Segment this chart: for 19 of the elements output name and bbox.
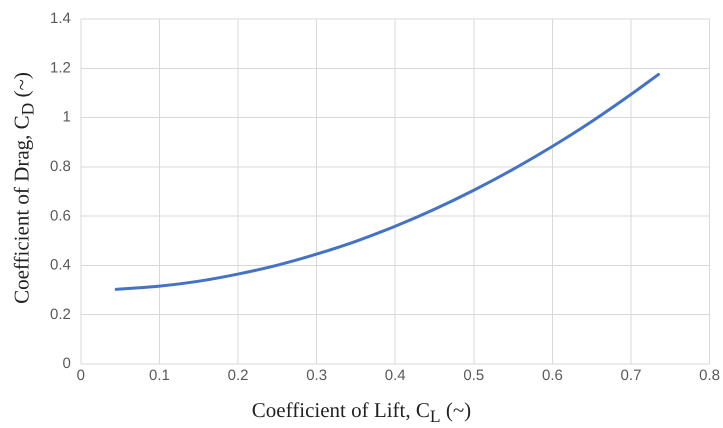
y-tick-label: 0.4 [50, 256, 71, 274]
x-tick-label: 0.4 [384, 367, 406, 384]
y-tick-label: 0.2 [50, 306, 71, 323]
x-tick-label: 0.1 [149, 367, 170, 384]
y-tick-label: 0.6 [50, 207, 71, 224]
x-tick-label: 0.6 [542, 367, 563, 384]
x-tick-label: 0.7 [620, 367, 642, 384]
x-tick-label: 0 [76, 367, 86, 384]
line-series [114, 72, 660, 291]
y-tick-label: 1 [62, 108, 71, 126]
x-axis-title: Coefficient of Lift, C$_{L}$ (~) [250, 398, 472, 428]
x-tick-label: 0.5 [463, 367, 484, 384]
x-tick-label: 0.2 [228, 367, 248, 384]
y-tick-label: 0.8 [50, 158, 71, 175]
x-tick-label: 0.3 [306, 367, 328, 384]
x-tick-label: 0.8 [699, 367, 720, 384]
y-tick-label: 1.4 [50, 10, 71, 28]
y-tick-label: 0 [62, 355, 71, 372]
y-tick-label: 1.2 [50, 59, 71, 76]
